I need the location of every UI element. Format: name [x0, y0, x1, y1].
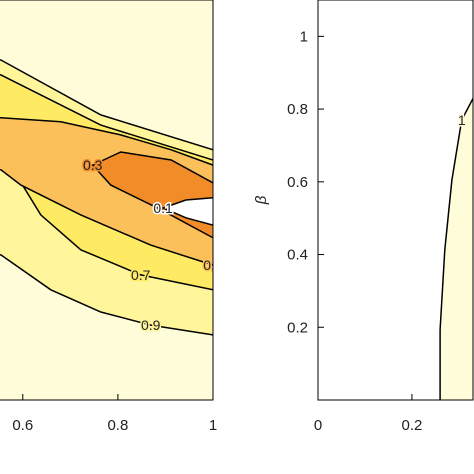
contour-region — [0, 117, 213, 266]
y-tick-label: 0.4 — [287, 247, 308, 264]
y-tick-label: 1 — [300, 28, 308, 45]
contour-region — [439, 96, 473, 400]
contour-label: 0.9 — [141, 317, 161, 333]
x-tick-label: 0.6 — [12, 417, 33, 434]
contour-label: 0.1 — [153, 200, 173, 216]
x-tick-label: 0.8 — [107, 417, 128, 434]
y-tick-label: 0.6 — [287, 174, 308, 191]
contour-label: 0.5 — [203, 257, 223, 273]
y-tick-label: 0.8 — [287, 101, 308, 118]
contour-region — [161, 197, 213, 226]
x-tick-label: 0 — [314, 417, 322, 434]
plot-area: 1 — [318, 0, 473, 400]
x-tick-label: 0.2 — [402, 417, 423, 434]
contour-label: 0.7 — [131, 267, 151, 283]
y-tick-label: 0.2 — [287, 319, 308, 336]
axes-frame — [0, 0, 214, 401]
plot-area: 0.9 0.7 0.5 0.3 0.1 — [0, 0, 223, 400]
x-tick-label: 1 — [209, 417, 217, 434]
contour-label: 0.3 — [83, 157, 103, 173]
y-axis-label: β — [253, 195, 270, 205]
axes-frame — [317, 0, 474, 401]
contour-label: 1 — [458, 112, 466, 128]
